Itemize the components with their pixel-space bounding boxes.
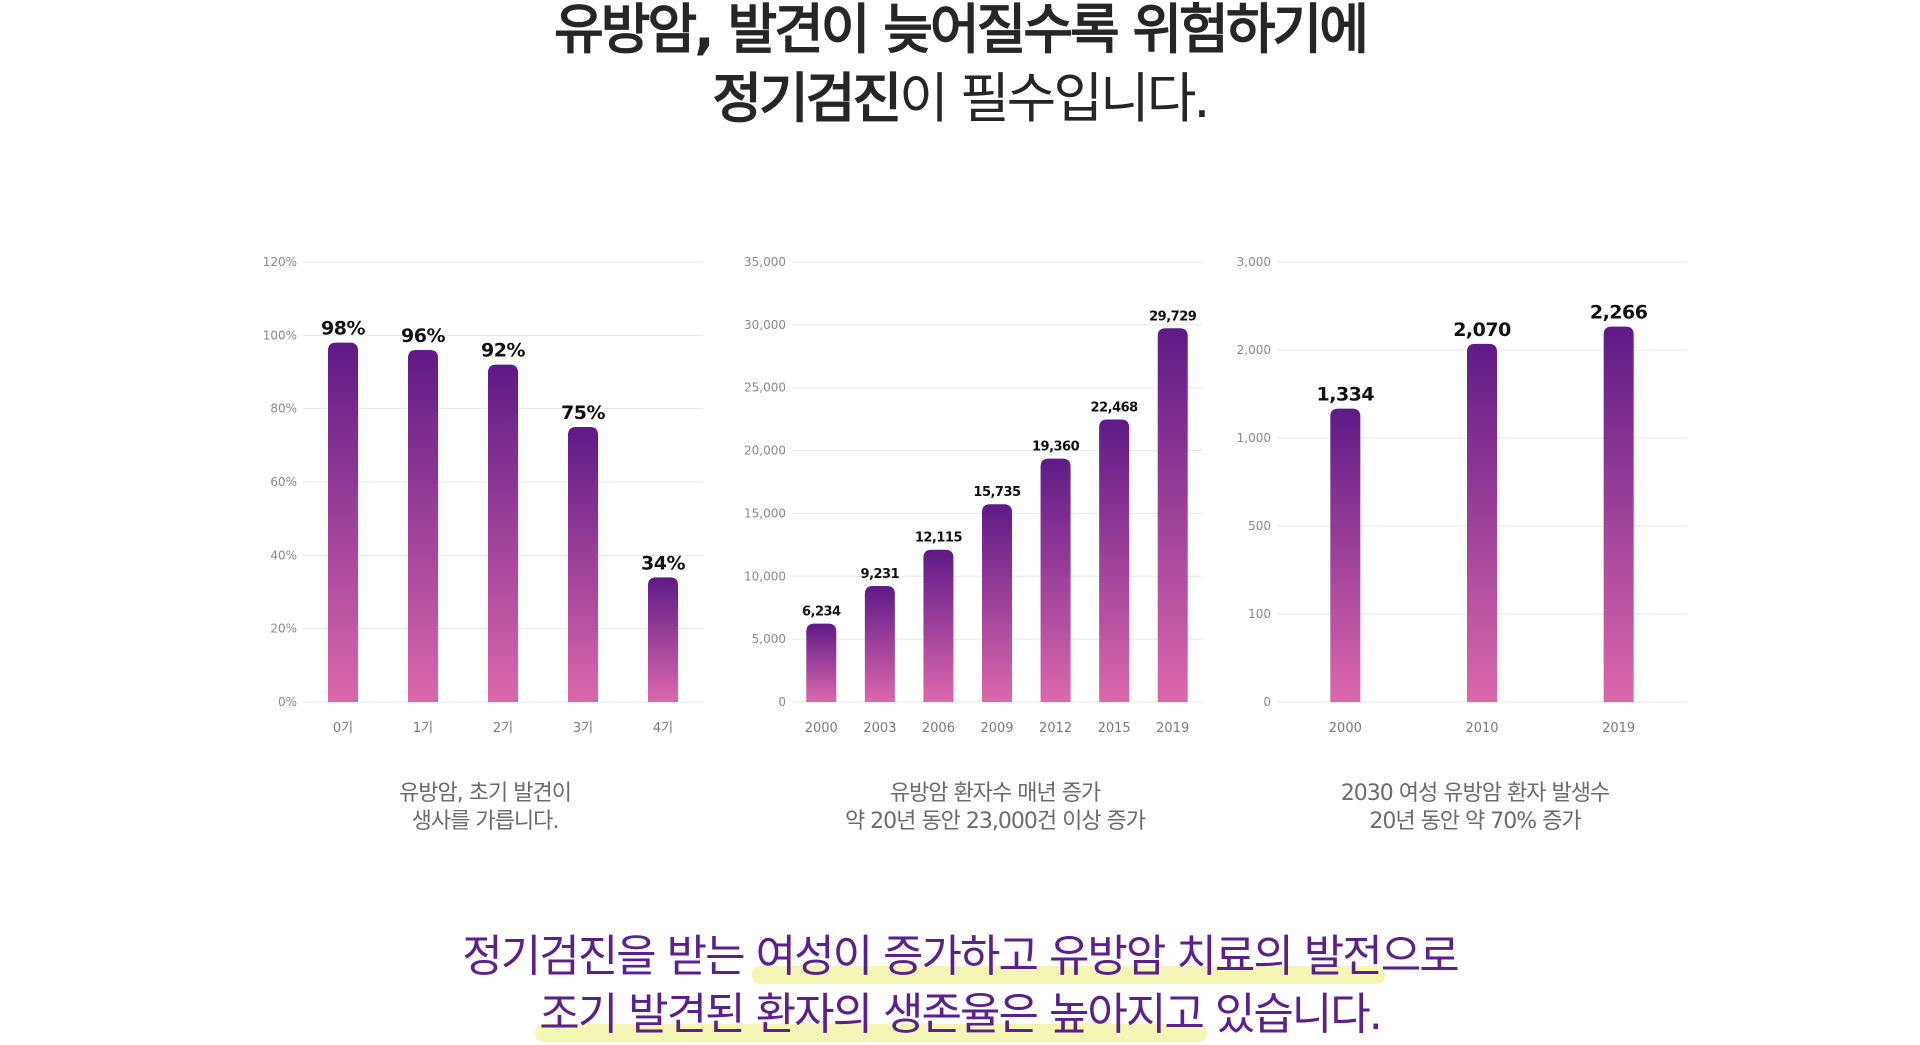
bottom-text: 있습니다. [1202,989,1383,1040]
y-tick-label: 0% [278,695,297,709]
y-tick-label: 40% [270,548,297,562]
y-tick-label: 100 [1248,607,1271,621]
bar [1040,458,1071,702]
bar [1603,326,1634,702]
y-tick-label: 3,000 [1237,255,1271,269]
caption-survival: 유방암, 초기 발견이 생사를 가릅니다. [330,780,640,836]
caption-projection: 2030 여성 유방암 환자 발생수 20년 동안 약 70% 증가 [1270,780,1680,836]
x-tick-label: 0기 [333,721,353,736]
bar [1330,408,1361,702]
data-label: 75% [561,402,605,424]
data-label: 96% [401,325,445,347]
data-label: 9,231 [861,567,900,582]
data-label: 34% [641,552,685,574]
data-label: 1,334 [1317,384,1375,406]
y-tick-label: 20% [270,622,297,636]
bar [1099,419,1130,702]
y-tick-label: 120% [263,255,297,269]
y-tick-label: 5,000 [752,632,786,646]
data-label: 22,468 [1091,401,1139,416]
x-tick-label: 3기 [573,721,593,736]
highlighted-text: 여성이 증가하고 유방암 치료의 발전 [751,928,1385,986]
y-tick-label: 0 [778,695,786,709]
data-label: 2,070 [1453,319,1511,341]
y-tick-label: 15,000 [744,506,786,520]
data-label: 92% [481,340,525,362]
data-label: 19,360 [1032,440,1080,455]
bar [648,577,678,702]
bottom-text: 으로 [1380,931,1460,982]
x-tick-label: 2019 [1156,721,1189,736]
bar [806,623,837,702]
projection-chart: 0 100 500 1,000 2,000 3,000 1,334 2000 2,070 2010… [1237,255,1687,736]
bottom-message-line-2: 조기 발견된 환자의 생존율은 높아지고 있습니다. [0,986,1920,1044]
bottom-message-line-1: 정기검진을 받는 여성이 증가하고 유방암 치료의 발전으로 [0,928,1920,986]
y-tick-label: 0 [1263,695,1271,709]
highlight-mark [535,1024,1207,1042]
x-tick-label: 2009 [980,721,1013,736]
bottom-text: 조기 발견된 환자의 생존율은 높아지고 [539,989,1205,1040]
bar [568,427,598,702]
x-tick-label: 2012 [1039,721,1072,736]
y-tick-label: 20,000 [744,444,786,458]
y-tick-label: 80% [270,402,297,416]
bar [1467,343,1497,702]
highlighted-text: 조기 발견된 환자의 생존율은 높아지고 [535,986,1207,1044]
x-tick-label: 2006 [922,721,955,736]
bottom-text: 정기검진을 받는 [462,931,756,982]
caption-line: 약 20년 동안 23,000건 이상 증가 [844,809,1146,834]
bar [864,585,895,702]
data-label: 98% [321,318,365,340]
data-label: 6,234 [802,605,841,620]
survival-rate-chart: 0% 20% 40% 60% 80% 100% 120% 98% 0기 96% 1기 92% 2기 75%… [263,255,703,736]
y-tick-label: 2,000 [1237,343,1271,357]
patient-count-chart: 0 5,000 10,000 15,000 20,000 25,000 30,000 35,0… [744,255,1202,736]
data-label: 2,266 [1590,302,1648,324]
caption-patients: 유방암 환자수 매년 증가 약 20년 동안 23,000건 이상 증가 [790,780,1200,836]
x-tick-label: 2000 [805,721,838,736]
x-tick-label: 4기 [653,721,673,736]
bar [1157,328,1188,702]
x-tick-label: 1기 [413,721,433,736]
bar [408,350,438,702]
bar [982,504,1012,702]
y-tick-label: 60% [270,475,297,489]
data-label: 15,735 [973,485,1021,500]
headline-line-2: 정기검진이 필수입니다. [0,66,1920,132]
y-tick-label: 35,000 [744,255,786,269]
headline-bold-text: 정기검진 [712,67,902,130]
x-tick-label: 2015 [1098,721,1131,736]
data-label: 12,115 [915,531,963,546]
bottom-text: 여성이 증가하고 유방암 치료의 발전 [755,931,1383,982]
bar [488,364,518,702]
x-tick-label: 2기 [493,721,513,736]
y-tick-label: 500 [1248,519,1271,533]
x-tick-label: 2019 [1602,721,1635,736]
caption-line: 유방암 환자수 매년 증가 [889,781,1101,806]
caption-line: 유방암, 초기 발견이 [399,781,572,806]
y-tick-label: 10,000 [744,569,786,583]
x-tick-label: 2010 [1465,721,1498,736]
y-tick-label: 25,000 [744,381,786,395]
caption-line: 2030 여성 유방암 환자 발생수 [1340,781,1610,806]
headline-line-1: 유방암, 발견이 늦어질수록 위험하기에 [554,0,1369,61]
bar [923,549,954,702]
y-tick-label: 1,000 [1237,431,1271,445]
headline-rest-text: 이 필수입니다. [899,67,1210,130]
caption-line: 20년 동안 약 70% 증가 [1369,809,1581,834]
y-tick-label: 30,000 [744,318,786,332]
x-tick-label: 2003 [863,721,896,736]
data-label: 29,729 [1149,309,1197,324]
caption-line: 생사를 가릅니다. [411,809,560,834]
y-tick-label: 100% [263,328,297,342]
x-tick-label: 2000 [1329,721,1362,736]
highlight-mark [751,966,1385,984]
bar [328,342,358,702]
